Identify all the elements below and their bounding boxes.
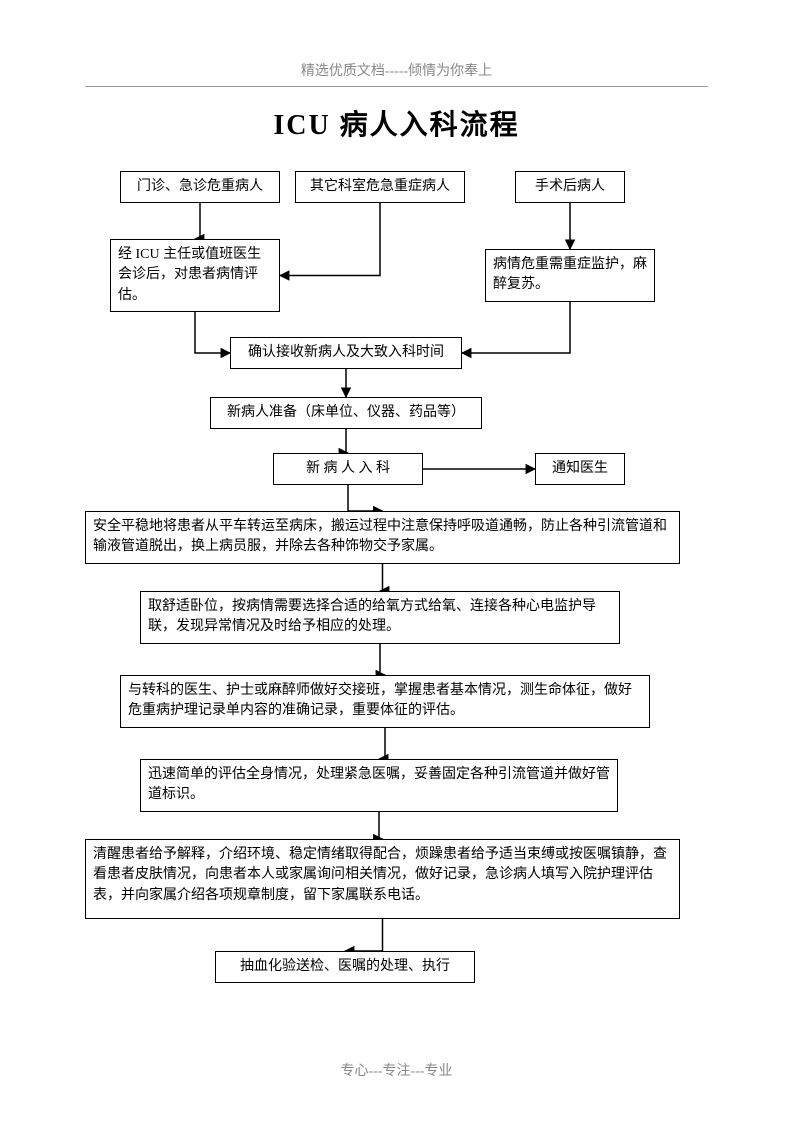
flow-node-n12: 与转科的医生、护士或麻醉师做好交接班，掌握患者基本情况，测生命体征，做好危重病护… <box>120 675 650 728</box>
flow-node-n3: 手术后病人 <box>515 171 625 203</box>
flow-node-n14: 清醒患者给予解释，介绍环境、稳定情绪取得配合，烦躁患者给予适当束缚或按医嘱镇静，… <box>85 839 680 919</box>
flow-node-n13: 迅速简单的评估全身情况，处理紧急医嘱，妥善固定各种引流管道并做好管道标识。 <box>140 759 618 812</box>
flow-node-n10: 安全平稳地将患者从平车转运至病床，搬运过程中注意保持呼吸道通畅，防止各种引流管道… <box>85 511 680 564</box>
flow-node-n4: 经 ICU 主任或值班医生会诊后，对患者病情评估。 <box>110 239 280 312</box>
flow-node-n9: 通知医生 <box>535 453 625 485</box>
flow-node-n11: 取舒适卧位，按病情需要选择合适的给氧方式给氧、连接各种心电监护导联，发现异常情况… <box>140 591 620 644</box>
flowchart-canvas: 门诊、急诊危重病人其它科室危急重症病人 手术后病人经 ICU 主任或值班医生会诊后… <box>85 171 708 1061</box>
flow-node-n2: 其它科室危急重症病人 <box>295 171 465 203</box>
flow-node-n6: 确认接收新病人及大致入科时间 <box>230 337 462 369</box>
flow-node-n5: 病情危重需重症监护，麻醉复苏。 <box>485 249 655 302</box>
flow-node-n15: 抽血化验送检、医嘱的处理、执行 <box>215 951 475 983</box>
page-title: ICU 病人入科流程 <box>85 103 708 143</box>
page-footer: 专心---专注---专业 <box>0 1060 793 1080</box>
page-header: 精选优质文档-----倾情为你奉上 <box>85 60 708 87</box>
flow-node-n8: 新 病 人 入 科 <box>273 453 423 485</box>
flow-node-n7: 新病人准备（床单位、仪器、药品等） <box>210 397 482 429</box>
flow-node-n1: 门诊、急诊危重病人 <box>120 171 280 203</box>
